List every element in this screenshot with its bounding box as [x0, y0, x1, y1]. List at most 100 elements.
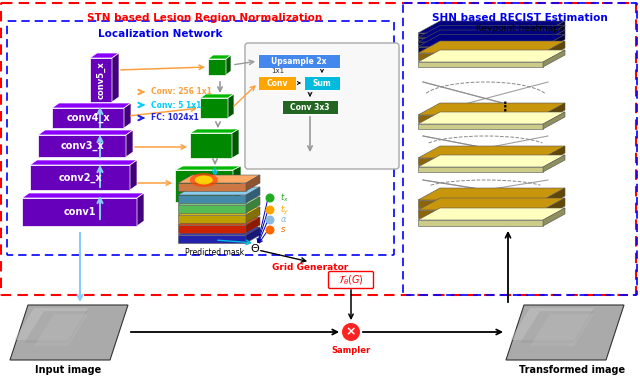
Polygon shape [126, 130, 133, 157]
Polygon shape [418, 50, 565, 62]
Polygon shape [418, 42, 543, 47]
Polygon shape [246, 217, 260, 233]
Polygon shape [543, 198, 565, 218]
Polygon shape [34, 314, 88, 346]
Bar [304, 76, 340, 90]
Polygon shape [418, 167, 543, 172]
Polygon shape [22, 198, 137, 226]
Polygon shape [246, 175, 260, 191]
Text: Sum: Sum [312, 78, 332, 88]
Text: Conv: Conv [266, 78, 288, 88]
Polygon shape [543, 103, 565, 122]
Polygon shape [246, 207, 260, 223]
Polygon shape [38, 135, 126, 157]
Polygon shape [506, 305, 624, 360]
Polygon shape [190, 133, 232, 158]
Polygon shape [418, 115, 543, 122]
Polygon shape [38, 130, 133, 135]
Polygon shape [30, 160, 137, 165]
Polygon shape [530, 314, 594, 346]
Text: Localization Network: Localization Network [98, 29, 222, 39]
Text: $t_x$: $t_x$ [280, 192, 289, 204]
Text: conv2_x: conv2_x [58, 172, 102, 183]
Polygon shape [510, 308, 594, 340]
Polygon shape [52, 103, 131, 108]
Polygon shape [178, 183, 246, 191]
Polygon shape [418, 210, 543, 218]
Polygon shape [178, 197, 260, 205]
Text: STN based Lesion Region Normalization: STN based Lesion Region Normalization [88, 13, 323, 23]
Polygon shape [418, 146, 565, 158]
Polygon shape [418, 155, 565, 167]
Text: conv4_x: conv4_x [66, 113, 110, 123]
Polygon shape [418, 33, 543, 38]
Polygon shape [543, 188, 565, 208]
Polygon shape [178, 187, 260, 195]
Circle shape [266, 194, 275, 202]
Polygon shape [208, 55, 231, 59]
Polygon shape [124, 103, 131, 128]
Polygon shape [90, 58, 112, 102]
Polygon shape [52, 108, 124, 128]
Polygon shape [418, 62, 543, 67]
Bar [282, 100, 338, 114]
Polygon shape [418, 21, 565, 33]
Polygon shape [178, 205, 246, 213]
Polygon shape [14, 308, 88, 340]
Polygon shape [520, 311, 594, 343]
Text: Transformed image: Transformed image [519, 365, 625, 375]
Text: Sampler: Sampler [332, 346, 371, 355]
Polygon shape [190, 129, 239, 133]
Polygon shape [226, 55, 231, 75]
Polygon shape [543, 41, 565, 60]
Ellipse shape [195, 175, 213, 185]
Polygon shape [418, 200, 543, 208]
Polygon shape [112, 53, 119, 102]
Text: FC: 1024x1: FC: 1024x1 [151, 113, 199, 122]
Polygon shape [208, 59, 226, 75]
Text: Grid Generator: Grid Generator [272, 263, 348, 273]
Circle shape [266, 216, 275, 224]
Text: $\mathcal{T}_\theta(G)$: $\mathcal{T}_\theta(G)$ [338, 273, 364, 287]
Polygon shape [543, 146, 565, 165]
Polygon shape [175, 170, 233, 202]
Bar [258, 54, 340, 68]
Text: $t_y$: $t_y$ [280, 204, 289, 216]
Polygon shape [178, 217, 260, 225]
Polygon shape [543, 112, 565, 129]
Text: $\Theta$: $\Theta$ [250, 242, 260, 254]
Text: ⋮: ⋮ [499, 100, 511, 113]
Polygon shape [543, 50, 565, 67]
Polygon shape [178, 227, 260, 235]
Text: Upsample 2x: Upsample 2x [271, 56, 327, 66]
Bar [258, 76, 296, 90]
Text: ×: × [346, 326, 356, 338]
Text: Conv: 256 1x1: Conv: 256 1x1 [151, 88, 212, 97]
Text: Predicted mask: Predicted mask [186, 248, 244, 257]
Polygon shape [178, 195, 246, 203]
Polygon shape [418, 158, 543, 165]
Text: Input image: Input image [35, 365, 101, 375]
Polygon shape [178, 175, 260, 183]
Polygon shape [178, 235, 246, 243]
Polygon shape [418, 124, 543, 129]
Polygon shape [418, 25, 565, 38]
Ellipse shape [190, 173, 218, 187]
Polygon shape [418, 198, 565, 210]
Polygon shape [418, 112, 565, 124]
Polygon shape [178, 225, 246, 233]
Polygon shape [228, 94, 234, 118]
Polygon shape [418, 41, 565, 53]
Polygon shape [24, 311, 88, 343]
Polygon shape [246, 227, 260, 243]
Polygon shape [418, 53, 543, 60]
Polygon shape [175, 166, 241, 170]
Text: SHN based RECIST Estimation: SHN based RECIST Estimation [432, 13, 608, 23]
Text: $α$: $α$ [280, 216, 287, 224]
Polygon shape [418, 103, 565, 115]
Polygon shape [543, 30, 565, 47]
Polygon shape [543, 208, 565, 226]
Polygon shape [418, 34, 565, 47]
FancyBboxPatch shape [245, 43, 399, 169]
Polygon shape [246, 187, 260, 203]
